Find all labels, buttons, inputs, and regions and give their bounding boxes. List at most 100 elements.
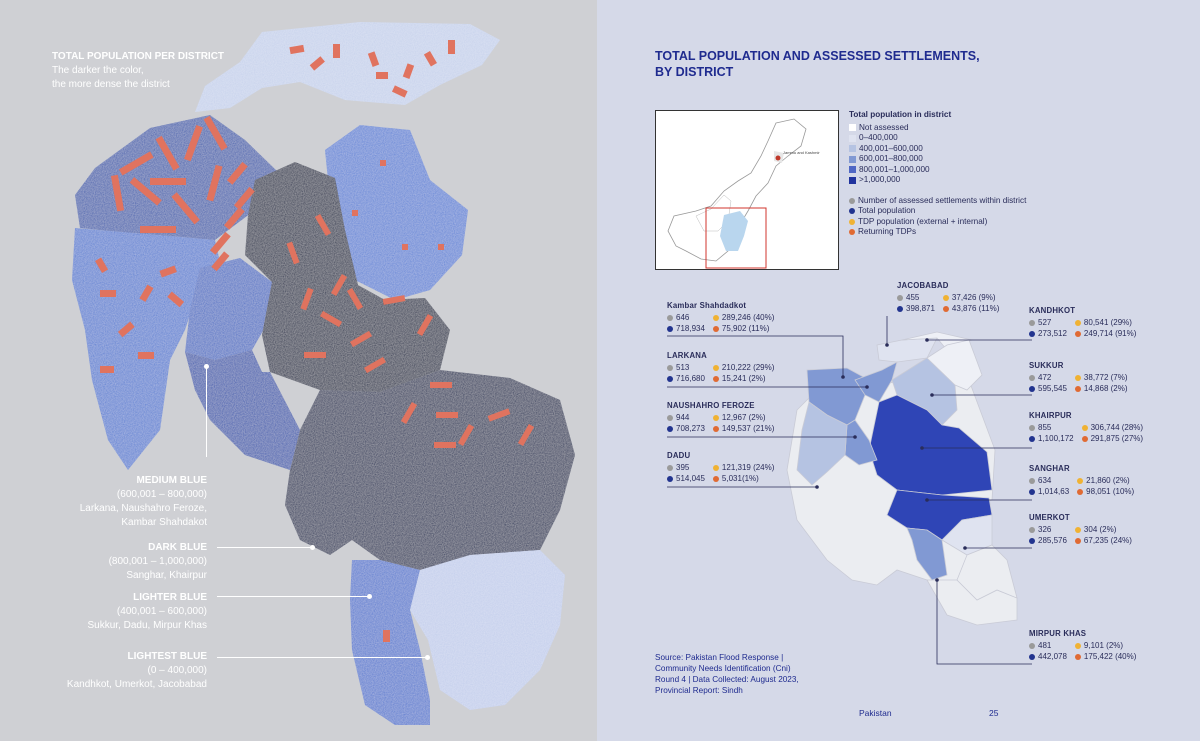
population-dot [1029,488,1035,495]
tdp-value: 304 (2%) [1083,525,1117,534]
settlements: 855 [1029,422,1074,433]
legend-dot-3: Returning TDPs [849,227,1026,238]
returning: 43,876 (11%) [942,303,999,314]
tdp: 306,744 (28%) [1081,422,1143,433]
legend-medium-label: MEDIUM BLUE [136,475,207,486]
settlements-dot [667,414,673,421]
region-kambar [75,115,278,240]
legend-scale-label: 400,001–600,000 [859,143,923,153]
settlements: 395 [667,462,705,473]
population-dot [1029,653,1035,660]
returning-dot [712,375,719,382]
legend-lighter-range: (400,001 – 600,000) [116,606,207,617]
settlements-value: 326 [1038,525,1052,534]
population: 514,045 [667,473,705,484]
region-sanghar [285,370,575,570]
leader-lightest [217,657,427,658]
source-line-1: Source: Pakistan Flood Response | [655,653,784,662]
tdp-value: 9,101 (2%) [1083,641,1124,650]
left-subtitle-2: the more dense the district [52,79,170,90]
settlements-value: 634 [1038,476,1052,485]
returning-value: 149,537 (21%) [721,424,775,433]
leader-lighter [217,596,369,597]
settlements-dot [1029,477,1035,484]
returning: 149,537 (21%) [712,423,775,434]
population-value: 273,512 [1038,329,1067,338]
returning: 15,241 (2%) [712,373,774,384]
population: 1,100,172 [1029,433,1074,444]
legend-lightest-range: (0 – 400,000) [147,665,208,676]
settlements-dot [1029,642,1035,649]
legend-dot-0: Number of assessed settlements within di… [849,196,1026,207]
population-dot [667,475,673,482]
returning-dot [712,325,719,332]
tdp: 80,541 (29%) [1074,317,1136,328]
district-3: DADU 395 121,319 (24%) 514,045 5,031(1%) [667,450,774,484]
tdp: 289,246 (40%) [712,312,774,323]
tdp-value: 121,319 (24%) [721,463,775,472]
map-leader-lines [667,316,1032,665]
settlements: 944 [667,412,705,423]
settlements-value: 481 [1038,641,1052,650]
legend-scale-2: 400,001–600,000 [849,144,1026,155]
tdp: 121,319 (24%) [712,462,775,473]
returning-tdp-marks [95,40,535,642]
sindh-district-map [667,316,1032,665]
district-name: NAUSHAHRO FEROZE [667,401,755,410]
population-value: 595,545 [1038,384,1067,393]
district-1: LARKANA 513 210,222 (29%) 716,680 15,241 (2%… [667,350,774,384]
settlements-dot [897,294,903,301]
tdp-value: 210,222 (29%) [721,363,775,372]
returning-dot [942,305,949,312]
returning-value: 291,875 (27%) [1090,434,1144,443]
district-8: SANGHAR 634 21,860 (2%) 1,014,63 98,051 (10%… [1029,463,1134,497]
tdp: 9,101 (2%) [1074,640,1136,651]
legend-dark-range: (800,001 – 1,000,000) [108,556,207,567]
returning-value: 14,868 (2%) [1083,384,1128,393]
pakistan-outline: Jammu and Kashmir [667,118,820,269]
district-name: MIRPUR KHAS [1029,629,1087,638]
page-title: TOTAL POPULATION AND ASSESSED SETTLEMENT… [655,48,980,80]
source-line-3: Round 4 | Data Collected: August 2023, [655,675,799,684]
district-name: Kambar Shahdadkot [667,301,747,310]
legend-lighter-d1: Sukkur, Dadu, Mirpur Khas [87,620,208,631]
region-jacobabad-kandhkot [195,22,500,112]
district-2: NAUSHAHRO FEROZE 944 12,967 (2%) 708,273 149… [667,400,774,434]
infographic-page: TOTAL POPULATION AND ASSESSED SETTLEMENT… [597,0,1200,741]
district-6: SUKKUR 472 38,772 (7%) 595,545 14,868 (2%) [1029,360,1128,394]
settlements: 481 [1029,640,1067,651]
region-sukkur [325,125,468,300]
returning-dot [1074,330,1081,337]
settlements-dot [667,464,673,471]
returning: 291,875 (27%) [1081,433,1144,444]
tdp-value: 12,967 (2%) [721,413,766,422]
population-dot [667,375,673,382]
page-title-line-2: BY DISTRICT [655,65,734,79]
page-number: 25 [989,708,999,718]
map-khairpur [868,394,993,496]
legend-dot-label: TDP population (external + internal) [858,216,988,226]
map-legend: Total population in district Not assesse… [849,110,1026,238]
district-name: UMERKOT [1029,513,1070,522]
tdp-dot [1074,374,1081,381]
tdp-dot [942,294,949,301]
population: 595,545 [1029,383,1067,394]
legend-dot-2: TDP population (external + internal) [849,217,1026,228]
leader-lightest-dot [425,655,430,660]
settlements-value: 455 [906,293,920,302]
tdp-dot [1077,477,1084,484]
population-value: 716,680 [676,374,705,383]
tdp-value: 21,860 (2%) [1086,476,1130,485]
district-name: JACOBABAD [897,281,949,290]
settlements: 472 [1029,372,1067,383]
tdp-value: 38,772 (7%) [1083,373,1128,382]
left-title-text: TOTAL POPULATION PER DISTRICT [52,51,225,62]
source-note: Source: Pakistan Flood Response | Commun… [655,652,799,696]
region-dadu [185,350,300,470]
tdp-dot [712,364,719,371]
legend-medium-d2: Kambar Shahdakot [121,517,207,528]
legend-dot-label: Returning TDPs [858,227,917,236]
inset-label: Jammu and Kashmir [783,150,820,155]
legend-scale-1: 0–400,000 [849,133,1026,144]
tdp: 210,222 (29%) [712,362,775,373]
